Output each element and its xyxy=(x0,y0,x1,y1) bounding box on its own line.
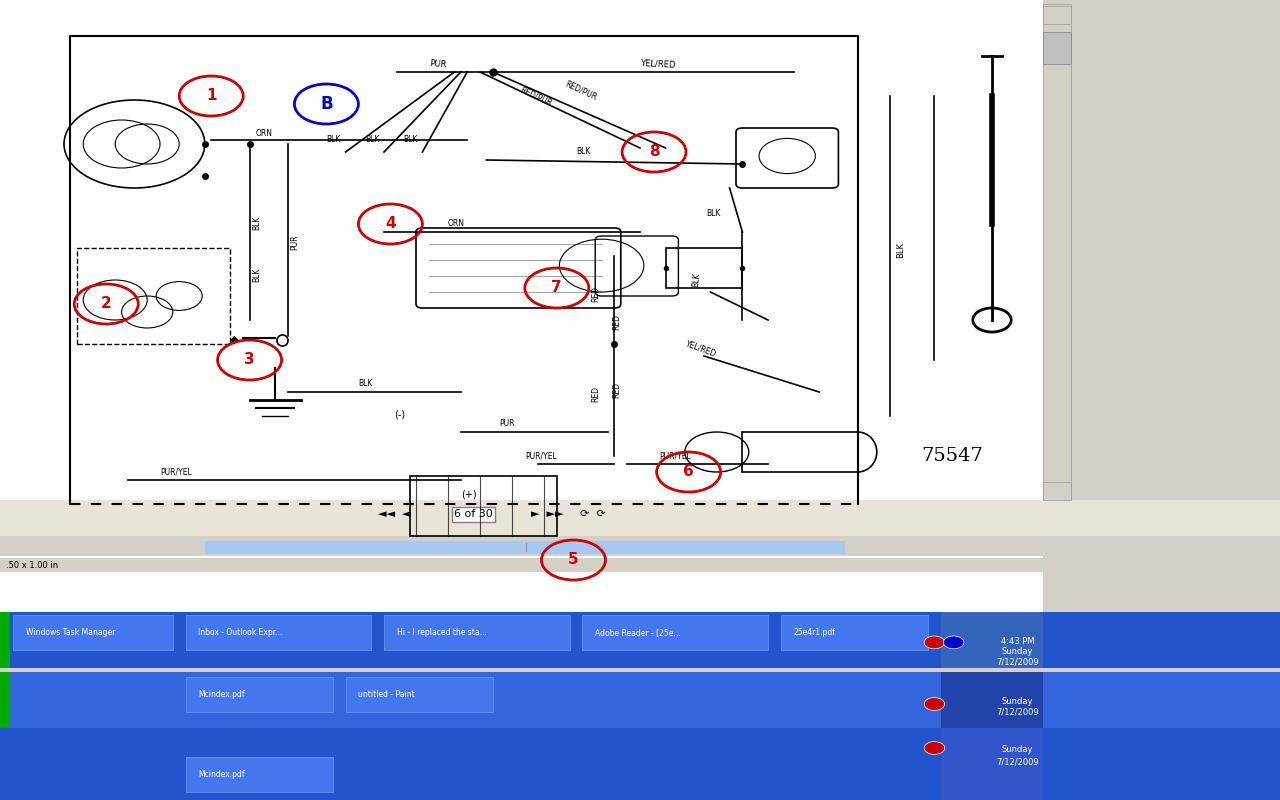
Bar xyxy=(941,612,1043,668)
Text: YEL/RED: YEL/RED xyxy=(685,338,718,358)
Text: ORN: ORN xyxy=(256,129,273,138)
Text: BLK: BLK xyxy=(365,135,379,145)
Text: PUR: PUR xyxy=(499,419,515,429)
Bar xyxy=(0,728,1280,800)
Bar xyxy=(941,728,1043,800)
Text: ►  ►►: ► ►► xyxy=(531,510,567,519)
Text: ◄◄  ◄: ◄◄ ◄ xyxy=(378,510,410,519)
Text: 7/12/2009: 7/12/2009 xyxy=(996,657,1039,666)
Text: RED: RED xyxy=(591,286,600,302)
Circle shape xyxy=(943,636,964,649)
Text: RED: RED xyxy=(591,386,600,402)
Bar xyxy=(1043,0,1075,668)
Text: 8: 8 xyxy=(649,145,659,159)
Circle shape xyxy=(924,742,945,754)
Text: untitled - Paint: untitled - Paint xyxy=(358,690,415,699)
Text: 7/12/2009: 7/12/2009 xyxy=(996,757,1039,766)
Bar xyxy=(742,432,858,472)
Text: ⟳  ⟳: ⟳ ⟳ xyxy=(580,510,605,519)
Text: 2: 2 xyxy=(101,297,111,311)
Text: 1: 1 xyxy=(206,89,216,103)
Text: ORN: ORN xyxy=(448,219,465,229)
Text: |: | xyxy=(525,543,527,553)
Text: 4:43 PM: 4:43 PM xyxy=(1001,637,1034,646)
Text: 7: 7 xyxy=(552,281,562,295)
Bar xyxy=(0,0,1043,668)
Bar xyxy=(0,612,1280,668)
Text: Sunday: Sunday xyxy=(1002,745,1033,754)
Text: BLK: BLK xyxy=(358,379,372,388)
Bar xyxy=(77,248,230,344)
Bar xyxy=(1043,32,1071,64)
Bar xyxy=(410,476,557,536)
Circle shape xyxy=(924,636,945,649)
Bar xyxy=(0,612,10,668)
Text: RED: RED xyxy=(612,382,621,398)
Text: (-): (-) xyxy=(394,410,406,419)
Text: RED: RED xyxy=(612,314,621,330)
Text: .50 x 1.00 in: .50 x 1.00 in xyxy=(6,561,59,570)
Bar xyxy=(0,672,10,728)
Circle shape xyxy=(924,698,945,710)
Bar xyxy=(346,677,493,712)
Text: Sunday: Sunday xyxy=(1002,697,1033,706)
Text: 4: 4 xyxy=(385,217,396,231)
Text: BLK: BLK xyxy=(252,216,261,230)
Text: RED/PUR: RED/PUR xyxy=(518,85,553,108)
Bar xyxy=(384,615,570,650)
Bar xyxy=(941,672,1043,728)
Text: (+): (+) xyxy=(461,490,476,499)
Text: 25e4r1.pdf: 25e4r1.pdf xyxy=(794,628,836,638)
Text: PUR/YEL: PUR/YEL xyxy=(659,451,691,461)
Bar xyxy=(0,536,1280,556)
Text: YEL/RED: YEL/RED xyxy=(640,58,676,69)
Text: 6: 6 xyxy=(684,465,694,479)
Text: PUR/YEL: PUR/YEL xyxy=(525,451,557,461)
Bar xyxy=(0,672,1280,728)
Text: PUR/YEL: PUR/YEL xyxy=(160,467,192,477)
Text: BLK: BLK xyxy=(707,209,721,218)
Bar xyxy=(666,248,742,288)
Text: Mcindex.pdf: Mcindex.pdf xyxy=(198,690,244,699)
Bar xyxy=(781,615,928,650)
Text: B: B xyxy=(320,95,333,113)
Bar xyxy=(0,500,1280,536)
Text: ◆: ◆ xyxy=(230,334,239,344)
Bar xyxy=(205,541,845,554)
Bar xyxy=(1043,6,1071,24)
Bar xyxy=(1075,0,1280,800)
Text: PUR: PUR xyxy=(429,58,447,69)
Bar xyxy=(1043,482,1071,500)
Text: Mcindex.pdf: Mcindex.pdf xyxy=(198,770,244,779)
Bar xyxy=(13,615,173,650)
Bar xyxy=(186,677,333,712)
Text: BLK: BLK xyxy=(896,242,905,258)
Bar xyxy=(186,615,371,650)
Text: 75547: 75547 xyxy=(922,447,983,465)
Text: 6 of 30: 6 of 30 xyxy=(454,510,493,519)
Text: PUR: PUR xyxy=(291,234,300,250)
Bar xyxy=(1043,4,1071,500)
Bar xyxy=(0,558,1280,572)
Text: BLK: BLK xyxy=(326,135,340,145)
Text: Adobe Reader - [25e...: Adobe Reader - [25e... xyxy=(595,628,681,638)
Text: Inbox - Outlook Expr...: Inbox - Outlook Expr... xyxy=(198,628,283,638)
Text: BLK: BLK xyxy=(691,273,701,288)
Text: Sunday: Sunday xyxy=(1002,647,1033,657)
Text: Hi - I replaced the sta...: Hi - I replaced the sta... xyxy=(397,628,486,638)
Bar xyxy=(0,0,1043,668)
Text: 3: 3 xyxy=(244,353,255,367)
Text: Windows Task Manager: Windows Task Manager xyxy=(26,628,115,638)
Text: 7/12/2009: 7/12/2009 xyxy=(996,707,1039,717)
Text: RED/PUR: RED/PUR xyxy=(563,79,598,102)
Bar xyxy=(186,757,333,792)
Bar xyxy=(582,615,768,650)
Text: BLK: BLK xyxy=(252,268,261,282)
Text: BLK: BLK xyxy=(403,135,417,145)
Text: BLK: BLK xyxy=(576,147,590,157)
Text: 5: 5 xyxy=(568,553,579,567)
